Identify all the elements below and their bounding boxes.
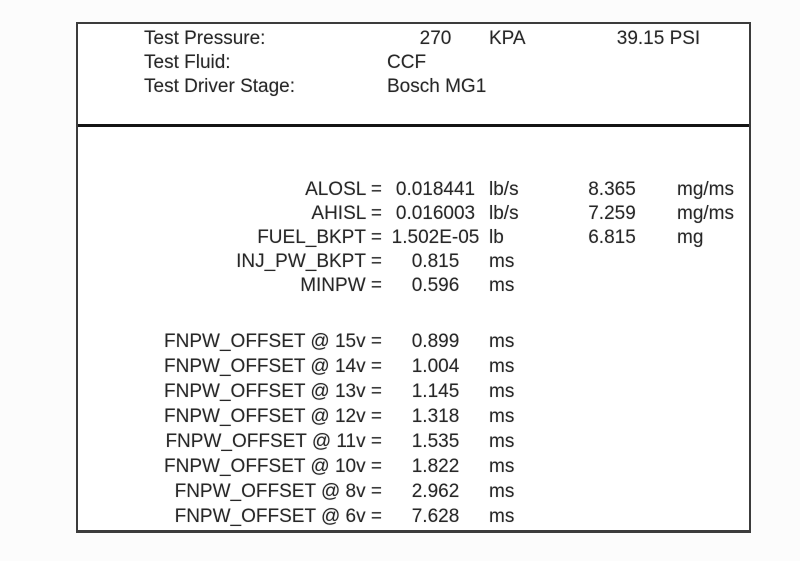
fnpw-offset-row: FNPW_OFFSET @ 11v = 1.535 ms — [78, 429, 749, 454]
fnpw-offset-unit: ms — [489, 481, 515, 502]
parameter-value-metric: 8.365 — [588, 179, 636, 200]
test-fluid-label: Test Fluid: — [144, 52, 231, 73]
parameter-label: FUEL_BKPT = — [257, 227, 382, 248]
fnpw-offset-unit: ms — [489, 406, 515, 427]
test-driver-stage-label: Test Driver Stage: — [144, 76, 295, 97]
parameter-row: AHISL = 0.016003 lb/s 7.259 mg/ms — [78, 202, 749, 226]
fnpw-offset-value: 0.899 — [411, 331, 460, 352]
fnpw-offset-label: FNPW_OFFSET @ 10v = — [164, 456, 382, 477]
fnpw-offset-row: FNPW_OFFSET @ 12v = 1.318 ms — [78, 404, 749, 429]
parameter-unit: ms — [489, 251, 515, 272]
parameter-label: MINPW = — [300, 275, 382, 296]
test-info-section: Test Pressure: 270 KPA 39.15 PSI Test Fl… — [78, 24, 749, 99]
parameter-value-metric: 7.259 — [588, 203, 636, 224]
test-pressure-value-psi: 39.15 PSI — [616, 28, 701, 49]
fnpw-offset-row: FNPW_OFFSET @ 15v = 0.899 ms — [78, 329, 749, 354]
fnpw-offset-value: 1.145 — [411, 381, 460, 402]
parameter-unit: lb — [489, 227, 504, 248]
fnpw-offset-label: FNPW_OFFSET @ 13v = — [164, 381, 382, 402]
section-divider — [78, 124, 749, 127]
fnpw-offset-unit: ms — [489, 331, 515, 352]
fnpw-offset-value: 1.318 — [411, 406, 460, 427]
test-fluid-row: Test Fluid: CCF — [78, 51, 749, 75]
parameter-value: 0.596 — [411, 275, 460, 296]
test-driver-stage-row: Test Driver Stage: Bosch MG1 — [78, 75, 749, 99]
fnpw-offset-unit: ms — [489, 506, 515, 527]
fnpw-offset-label: FNPW_OFFSET @ 8v = — [174, 481, 382, 502]
parameter-row: ALOSL = 0.018441 lb/s 8.365 mg/ms — [78, 178, 749, 202]
parameter-label: AHISL = — [311, 203, 382, 224]
parameter-value-metric — [568, 274, 656, 298]
parameter-unit-metric: mg/ms — [677, 203, 734, 224]
fnpw-offset-row: FNPW_OFFSET @ 14v = 1.004 ms — [78, 354, 749, 379]
parameter-value: 0.016003 — [395, 203, 476, 224]
test-fluid-value: CCF — [387, 52, 427, 73]
parameter-label: INJ_PW_BKPT = — [236, 251, 382, 272]
fnpw-offset-row: FNPW_OFFSET @ 6v = 7.628 ms — [78, 504, 749, 529]
parameter-unit-metric — [656, 250, 749, 274]
parameter-value-metric: 6.815 — [588, 227, 636, 248]
parameter-row: MINPW = 0.596 ms — [78, 274, 749, 298]
parameter-unit-metric — [656, 274, 749, 298]
parameter-unit: lb/s — [489, 203, 519, 224]
parameter-row: FUEL_BKPT = 1.502E-05 lb 6.815 mg — [78, 226, 749, 250]
fnpw-offset-value: 1.535 — [411, 431, 460, 452]
test-pressure-label: Test Pressure: — [144, 28, 266, 49]
test-pressure-unit: KPA — [489, 28, 526, 49]
fnpw-offset-label: FNPW_OFFSET @ 11v = — [165, 431, 382, 452]
fnpw-offset-label: FNPW_OFFSET @ 14v = — [164, 356, 382, 377]
fnpw-offset-row: FNPW_OFFSET @ 10v = 1.822 ms — [78, 454, 749, 479]
fnpw-offset-row: FNPW_OFFSET @ 8v = 2.962 ms — [78, 479, 749, 504]
fnpw-offset-label: FNPW_OFFSET @ 15v = — [164, 331, 382, 352]
fnpw-offset-unit: ms — [489, 356, 515, 377]
fnpw-offset-value: 2.962 — [411, 481, 460, 502]
parameters-section: ALOSL = 0.018441 lb/s 8.365 mg/ms AHISL … — [78, 178, 749, 298]
parameter-value: 0.815 — [411, 251, 460, 272]
injector-test-data-sheet: Test Pressure: 270 KPA 39.15 PSI Test Fl… — [76, 22, 751, 533]
parameter-label: ALOSL = — [305, 179, 382, 200]
test-pressure-row: Test Pressure: 270 KPA 39.15 PSI — [78, 27, 749, 51]
parameter-unit: ms — [489, 275, 515, 296]
fnpw-offset-value: 1.822 — [411, 456, 460, 477]
test-pressure-value: 270 — [419, 28, 452, 49]
fnpw-offset-unit: ms — [489, 456, 515, 477]
test-driver-stage-value: Bosch MG1 — [387, 76, 487, 97]
fnpw-offsets-section: FNPW_OFFSET @ 15v = 0.899 ms FNPW_OFFSET… — [78, 329, 749, 529]
fnpw-offset-unit: ms — [489, 431, 515, 452]
fnpw-offset-row: FNPW_OFFSET @ 13v = 1.145 ms — [78, 379, 749, 404]
fnpw-offset-value: 7.628 — [411, 506, 460, 527]
fnpw-offset-label: FNPW_OFFSET @ 6v = — [174, 506, 382, 527]
fnpw-offset-value: 1.004 — [411, 356, 460, 377]
parameter-row: INJ_PW_BKPT = 0.815 ms — [78, 250, 749, 274]
fnpw-offset-label: FNPW_OFFSET @ 12v = — [164, 406, 382, 427]
parameter-unit-metric: mg/ms — [677, 179, 734, 200]
parameter-value: 0.018441 — [395, 179, 476, 200]
parameter-unit-metric: mg — [677, 227, 704, 248]
fnpw-offset-unit: ms — [489, 381, 515, 402]
parameter-value: 1.502E-05 — [391, 227, 480, 248]
parameter-value-metric — [568, 250, 656, 274]
parameter-unit: lb/s — [489, 179, 519, 200]
